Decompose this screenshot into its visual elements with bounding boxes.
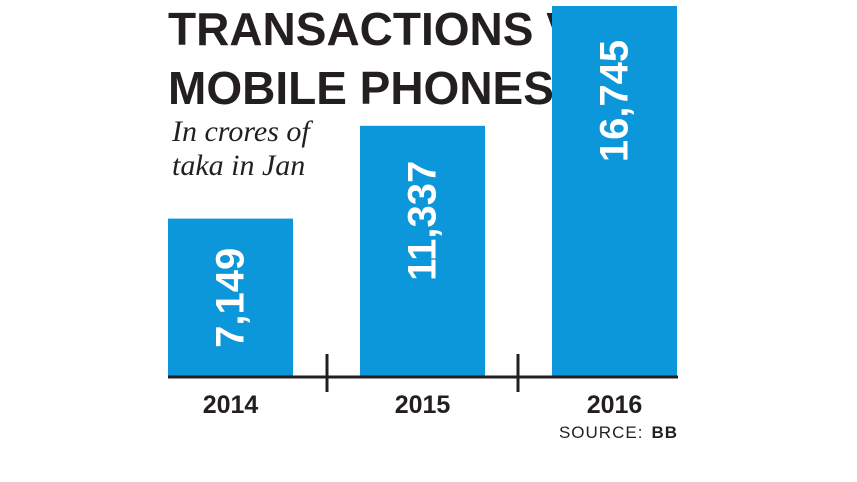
value-label-2014: 7,149 xyxy=(209,248,253,348)
value-label-2015: 11,337 xyxy=(401,161,445,281)
category-label-2016: 2016 xyxy=(587,391,643,419)
category-labels-layer: 2014 2015 2016 xyxy=(203,391,643,419)
value-labels-layer: 7,149 11,337 16,745 xyxy=(209,40,637,348)
bar-2015 xyxy=(360,125,485,377)
source-name: BB xyxy=(651,423,678,442)
chart-title-line-2: MOBILE PHONES xyxy=(168,62,554,114)
chart-subtitle-line-2: taka in Jan xyxy=(172,149,305,182)
bars-layer xyxy=(168,6,677,377)
value-label-2016: 16,745 xyxy=(593,40,637,162)
category-label-2014: 2014 xyxy=(203,391,259,419)
source-note: SOURCE: BB xyxy=(559,423,678,442)
chart-title-line-1: TRANSACTIONS VIA xyxy=(168,3,623,55)
category-label-2015: 2015 xyxy=(395,391,451,419)
chart-subtitle-line-1: In crores of xyxy=(171,115,313,148)
source-prefix: SOURCE: xyxy=(559,423,643,442)
bar-2016 xyxy=(552,6,677,377)
bar-2014 xyxy=(168,218,293,377)
